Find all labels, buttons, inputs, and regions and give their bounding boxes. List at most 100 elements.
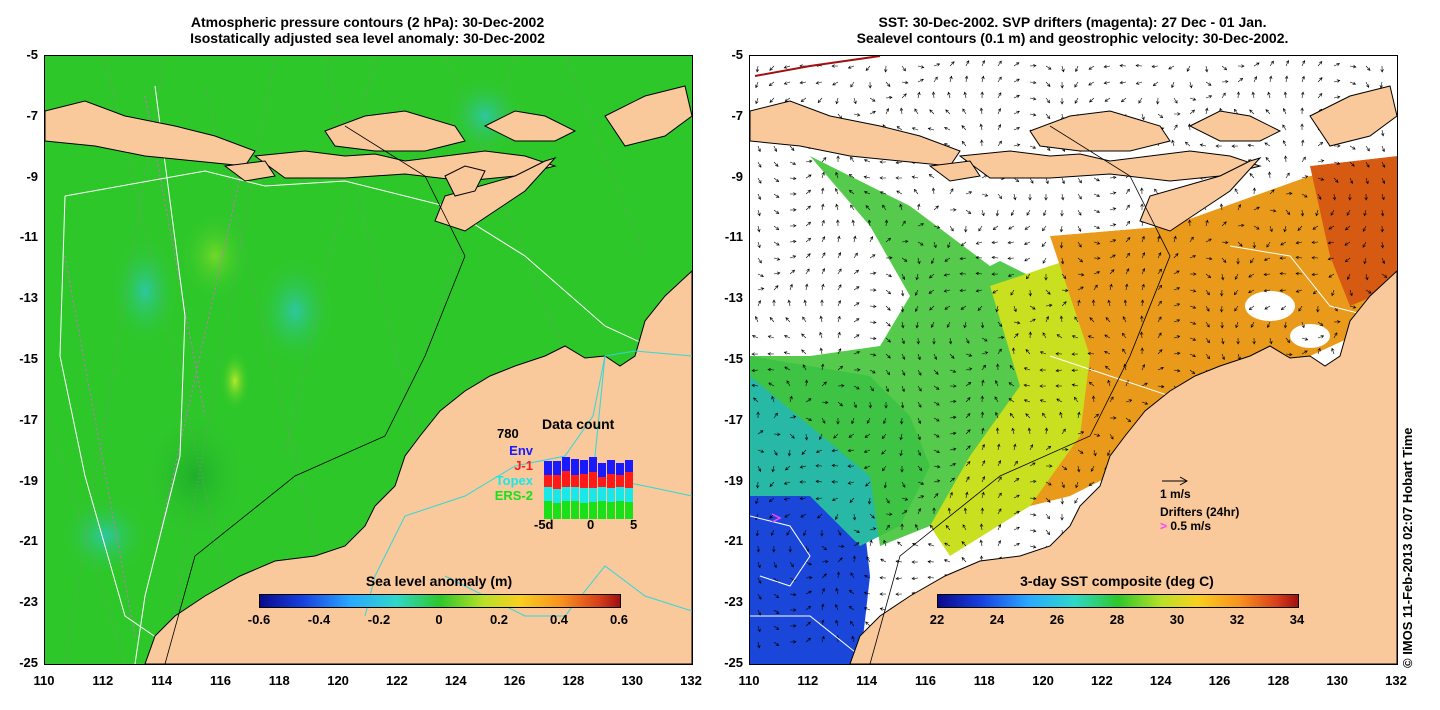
left-title-line1: Atmospheric pressure contours (2 hPa): 3… (190, 14, 545, 30)
y-axis-tick: -11 (724, 229, 743, 245)
y-axis-tick: -19 (19, 472, 38, 488)
right-colorbar (937, 594, 1299, 608)
colorbar-tick: -0.4 (307, 612, 331, 627)
x-axis-tick: 120 (327, 673, 349, 688)
sst-field (750, 56, 1397, 664)
imos-credit: © IMOS 11-Feb-2013 02:07 Hobart Time (1400, 427, 1415, 668)
x-axis-tick: 132 (1385, 673, 1407, 688)
x-axis-tick: 110 (33, 673, 55, 688)
x-axis-tick: 132 (680, 673, 702, 688)
drifter-legend: Drifters (24hr) > 0.5 m/s (1160, 505, 1290, 533)
inset-bar-segment (580, 503, 588, 519)
inset-bar-segment (544, 475, 552, 487)
australia-land (849, 270, 1397, 664)
inset-bar-segment (553, 461, 561, 475)
inset-bar-segment (625, 488, 633, 502)
colorbar-tick: 0 (435, 612, 443, 627)
inset-bar-segment (607, 488, 615, 502)
inset-bar-segment (589, 502, 597, 519)
inset-legend: Env J-1 Topex ERS-2 (485, 443, 533, 503)
colorbar-tick: 0.6 (609, 612, 629, 627)
colorbar-tick: 0.2 (489, 612, 509, 627)
y-axis-tick: -7 (731, 107, 743, 123)
left-colorbar (259, 594, 621, 608)
inset-bar-segment (589, 457, 597, 472)
y-axis-tick: -23 (19, 594, 38, 610)
y-axis-tick: -9 (26, 168, 38, 184)
x-axis-tick: 116 (209, 673, 231, 688)
inset-bar-segment (616, 475, 624, 487)
x-axis-tick: 118 (268, 673, 290, 688)
colorbar-tick: -0.2 (367, 612, 391, 627)
inset-bar-segment (553, 489, 561, 503)
anomaly-blob (220, 351, 250, 411)
inset-bar-segment (571, 475, 579, 487)
x-axis-tick: 120 (1032, 673, 1054, 688)
x-axis-tick: 124 (1149, 673, 1172, 688)
inset-title: Data count (542, 416, 615, 432)
x-axis-tick: 118 (973, 673, 995, 688)
indonesian-islands (45, 85, 692, 232)
inset-bar-segment (616, 501, 624, 519)
right-title: SST: 30-Dec-2002. SVP drifters (magenta)… (749, 14, 1396, 46)
inset-bar-segment (571, 501, 579, 519)
inset-bar-segment (598, 501, 606, 519)
anomaly-blob (140, 406, 250, 546)
y-axis-tick: -11 (19, 229, 38, 245)
colorbar-tick: 22 (929, 612, 945, 627)
colorbar-tick: 26 (1049, 612, 1065, 627)
inset-bar-segment (553, 475, 561, 489)
drifter-legend-title: Drifters (24hr) (1160, 505, 1240, 519)
y-axis-tick: -15 (724, 351, 743, 366)
drifter-legend-row: > 0.5 m/s (1160, 519, 1290, 533)
inset-bar-segment (616, 487, 624, 501)
x-axis-tick: 130 (1326, 673, 1349, 688)
colorbar-tick: -0.6 (247, 612, 271, 627)
anomaly-blob (180, 211, 250, 301)
x-axis-tick: 126 (503, 673, 526, 688)
y-axis-tick: -15 (19, 351, 38, 366)
inset-legend-item: Topex (495, 473, 533, 488)
anomaly-blob (255, 256, 335, 366)
x-axis-tick: 124 (444, 673, 467, 688)
y-axis-tick: -21 (19, 533, 38, 549)
y-axis-tick: -17 (19, 411, 38, 427)
inset-bar-segment (589, 488, 597, 502)
velocity-legend-label: 1 m/s (1160, 487, 1191, 501)
sea-level-anomaly-map[interactable]: Data count 780 Env J-1 Topex ERS-2 -5d 0 5 (44, 55, 693, 665)
inset-bar-segment (553, 503, 561, 519)
data-count-inset: Data count 780 Env J-1 Topex ERS-2 -5d 0 5 (485, 416, 645, 536)
y-axis-tick: -9 (731, 168, 743, 184)
inset-bar-segment (571, 487, 579, 501)
inset-bar-segment (607, 460, 615, 474)
shelf-contour (869, 125, 1171, 664)
y-axis-tick: -7 (26, 107, 38, 123)
x-axis-tick: 114 (151, 673, 173, 688)
drifter-legend-value: 0.5 m/s (1170, 519, 1212, 533)
inset-bar-segment (562, 487, 570, 501)
shelf-contour (164, 125, 466, 664)
colorbar-tick: 0.4 (549, 612, 569, 627)
y-axis-tick: -5 (26, 47, 38, 62)
sst-map[interactable]: 1 m/s Drifters (24hr) > 0.5 m/s (749, 55, 1398, 665)
inset-bar-segment (580, 488, 588, 503)
x-axis-tick: 112 (797, 673, 819, 688)
drifter-marker (771, 513, 782, 523)
sst-red-region (1310, 156, 1397, 306)
x-axis-tick: 122 (1091, 673, 1113, 688)
inset-bar-chart (544, 457, 633, 519)
inset-bar-segment (544, 487, 552, 501)
y-axis-tick: -25 (19, 655, 38, 670)
x-axis-tick: 116 (914, 673, 936, 688)
inset-max-count: 780 (497, 426, 519, 441)
right-colorbar-title: 3-day SST composite (deg C) (1020, 573, 1214, 589)
indonesian-islands (750, 85, 1397, 232)
inset-bar-segment (598, 463, 606, 477)
colorbar-tick: 34 (1289, 612, 1305, 627)
colorbar-tick: 32 (1229, 612, 1245, 627)
inset-bar-segment (571, 459, 579, 475)
colorbar-tick: 28 (1109, 612, 1125, 627)
australia-land (144, 270, 692, 664)
x-axis-tick: 128 (1267, 673, 1290, 688)
anomaly-blob (110, 236, 180, 346)
